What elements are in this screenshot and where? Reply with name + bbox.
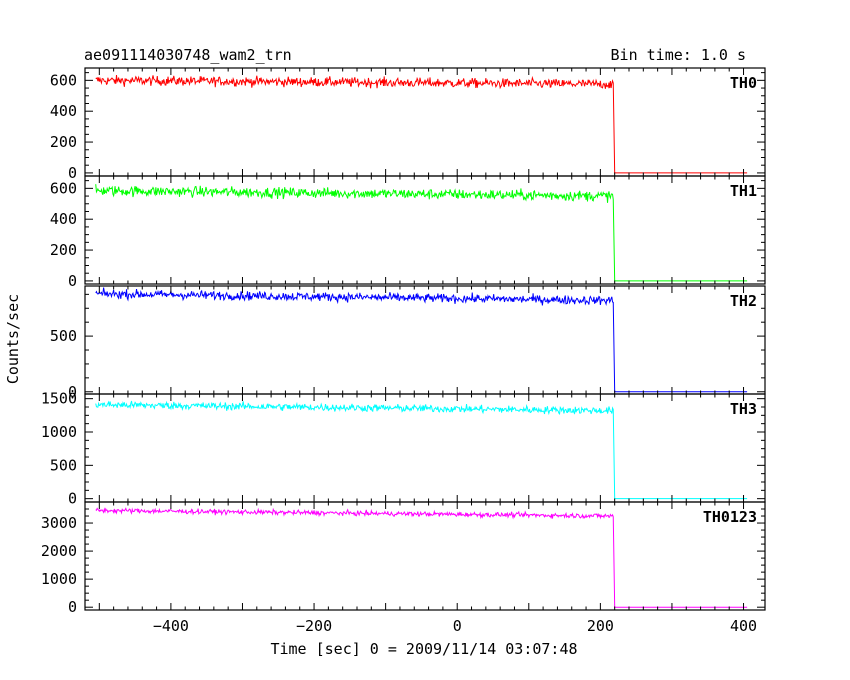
panel-th3: 0 500 1000 1500 TH3 — [41, 390, 766, 508]
series-label-th0: TH0 — [730, 74, 757, 92]
x-tick-label: −200 — [296, 617, 332, 635]
y-tick-label: 0 — [68, 164, 77, 182]
y-tick-label: 1000 — [41, 423, 77, 441]
panel-th0: 0 200 400 600 TH0 — [50, 67, 766, 182]
panel-th2: 0 500 TH2 — [50, 285, 766, 401]
series-th2 — [95, 287, 748, 393]
y-tick-label: 600 — [50, 179, 77, 197]
series-label-th2: TH2 — [730, 292, 757, 310]
y-tick-label: 3000 — [41, 514, 77, 532]
x-tick-label: 200 — [587, 617, 614, 635]
series-th0 — [95, 75, 748, 174]
y-tick-label: 500 — [50, 456, 77, 474]
series-label-th3: TH3 — [730, 400, 757, 418]
chart-title: ae091114030748_wam2_trn — [84, 46, 292, 64]
panel-th1: 0 200 400 600 TH1 — [50, 175, 766, 290]
panel-frame — [84, 175, 766, 285]
y-tick-label: 0 — [68, 490, 77, 508]
x-tick-label: 400 — [730, 617, 757, 635]
series-th3 — [95, 400, 748, 500]
series-label-th1: TH1 — [730, 182, 757, 200]
y-tick-label: 0 — [68, 272, 77, 290]
series-label-th0123: TH0123 — [703, 508, 757, 526]
series-th1 — [95, 184, 748, 282]
y-tick-label: 400 — [50, 210, 77, 228]
y-tick-label: 400 — [50, 102, 77, 120]
panel-frame — [84, 393, 766, 503]
y-tick-label: 2000 — [41, 542, 77, 560]
bin-time-label: Bin time: 1.0 s — [611, 46, 746, 64]
y-tick-label: 0 — [68, 598, 77, 616]
y-axis-label: Counts/sec — [4, 294, 22, 384]
x-tick-label: 0 — [453, 617, 462, 635]
y-tick-label: 200 — [50, 241, 77, 259]
panels-group: 0 200 400 600 TH0 0 200 400 600 TH1 0 500 TH2 0 500 100… — [41, 67, 766, 635]
y-tick-label: 600 — [50, 71, 77, 89]
panel-frame — [84, 501, 766, 611]
x-tick-label: −400 — [153, 617, 189, 635]
y-tick-label: 200 — [50, 133, 77, 151]
y-tick-label: 1500 — [41, 390, 77, 408]
y-tick-label: 500 — [50, 327, 77, 345]
series-th0123 — [95, 507, 748, 608]
y-tick-label: 0 — [68, 383, 77, 401]
panel-frame — [84, 67, 766, 177]
panel-th0123: 0 1000 2000 3000 TH0123 — [41, 501, 766, 616]
x-axis-label: Time [sec] 0 = 2009/11/14 03:07:48 — [270, 640, 577, 658]
y-tick-label: 1000 — [41, 570, 77, 588]
